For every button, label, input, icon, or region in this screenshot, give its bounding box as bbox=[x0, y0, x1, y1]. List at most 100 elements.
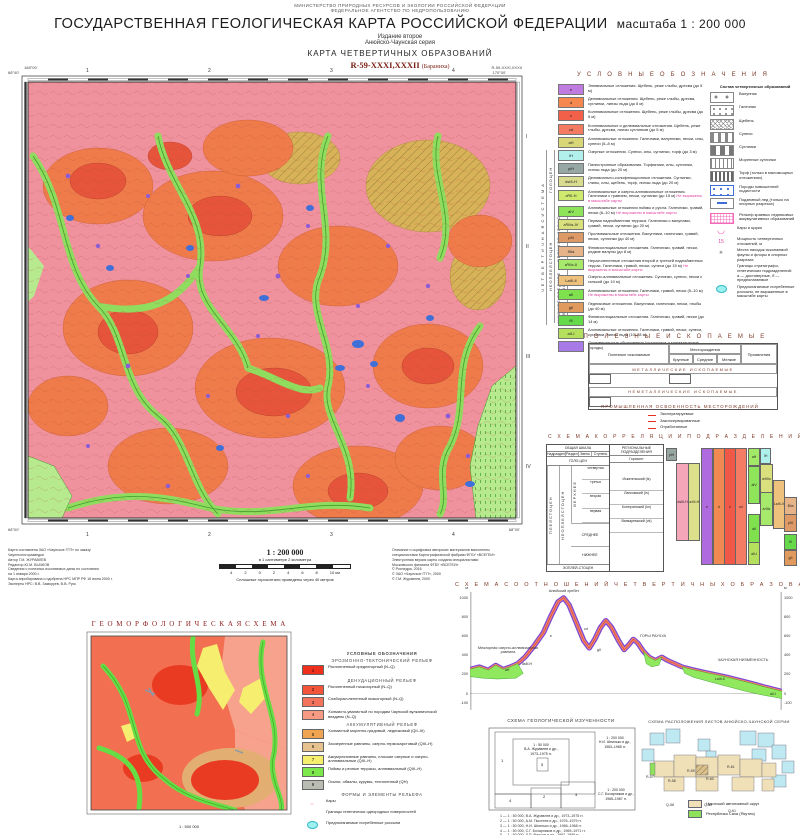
legend-entry: aIV Аллювиальные отложения поймы и русла… bbox=[558, 205, 704, 218]
map-col-3: 3 bbox=[330, 68, 333, 74]
scale-label: 2 bbox=[272, 570, 276, 576]
legend-entry: aII-I Аллювиальные отложения. Галечники,… bbox=[558, 327, 704, 340]
osvo-label: Законсервированные bbox=[660, 417, 700, 423]
composition-item: Торф (только в маломощных отложениях) bbox=[710, 170, 800, 183]
profile-tick-right: 0 bbox=[784, 692, 787, 696]
legend-symbol: ◡ Кары и цирки bbox=[710, 224, 800, 235]
main-map-block: R-59-XXXI,XXXII bbox=[8, 65, 536, 548]
scale-label: 8 bbox=[315, 570, 318, 576]
composition-item: Подземный лед (только на опорных разреза… bbox=[710, 197, 800, 209]
sheets-block: R-57 R-58 R-59 R-60 R-61 Q-58 Q-60 Q-61 bbox=[640, 727, 798, 813]
strat-system: Ч Е Т В Е Р Т И Ч Н А Я С И С Т Е М А bbox=[540, 150, 547, 325]
row-holocene: ГОЛО-ЦЕН bbox=[547, 457, 609, 466]
main-map bbox=[21, 75, 523, 525]
credit-line: Сведения о полезных ископаемых даны по с… bbox=[8, 567, 99, 572]
credit-line: Московского филиала ФГБУ «ВСЕГЕИ» bbox=[392, 562, 459, 567]
composition-item: Моренные суглинки bbox=[710, 157, 800, 170]
pattern-swatch bbox=[710, 184, 734, 196]
geomorph-section: ДЕНУДАЦИОННЫЙ РЕЛЬЕФ 2 Расчлененный низко… bbox=[302, 678, 462, 720]
izuchennost-title: СХЕМА ГЕОЛОГИЧЕСКОЙ ИЗУЧЕННОСТИ bbox=[507, 718, 615, 723]
scale-note: Сплошные горизонтали проведены через 40 … bbox=[236, 577, 334, 583]
composition-item: Валунник bbox=[710, 92, 800, 104]
legend-swatch: e bbox=[558, 84, 584, 95]
credit-line: © Роснедра, 2016 bbox=[392, 567, 422, 572]
footer-credits-right: Описание и оцифровка авторских материало… bbox=[392, 548, 538, 582]
legend-entry: dsIII-H Делювиально-солифлюкционные отло… bbox=[558, 175, 704, 188]
symbol-label: Кары и цирки bbox=[737, 224, 762, 230]
coord-tl-lat: 68°40' bbox=[8, 70, 20, 75]
map-row-II: II bbox=[526, 244, 529, 250]
profile-tick-right: 1000 bbox=[784, 596, 793, 600]
correlation-cell: d bbox=[712, 448, 725, 566]
step: первая bbox=[582, 509, 609, 523]
legend-swatch: LaIII-II bbox=[558, 275, 584, 287]
geomorph-section: АККУМУЛЯТИВНЫЙ РЕЛЬЕФ 5 Холмистый моренно… bbox=[302, 722, 462, 790]
sheet-label: R-59 bbox=[687, 769, 695, 773]
col-main: Полезные ископаемые bbox=[589, 344, 669, 364]
correlation-chart: plH dsIII-H a²III-H e d c cd aH aIV aII … bbox=[666, 446, 797, 568]
iz-ann-rt: 1 : 200 000 Н.И. Шпилько и др., 1963–1965 … bbox=[598, 736, 632, 749]
correlation-cell: dsIII-H bbox=[676, 463, 689, 541]
map-col-1: 1 bbox=[86, 68, 89, 74]
correlation-cell: lH bbox=[760, 448, 772, 464]
legend-swatch: dsIII-H bbox=[558, 176, 584, 188]
pattern-swatch bbox=[710, 171, 734, 183]
correlation-cell: a³IIIc bbox=[760, 492, 773, 527]
legend-entry: c Коллювиальные отложения. Щебень, реже … bbox=[558, 110, 704, 122]
map-col-1b: 1 bbox=[86, 532, 89, 538]
credit-line: Электронная версия карты создана специал… bbox=[392, 557, 479, 562]
geomorph-scale: 1 : 500 000 bbox=[178, 824, 200, 829]
legend-title: У С Л О В Н Ы Е О Б О З Н А Ч Е Н И Я bbox=[576, 72, 769, 78]
profile-label: ЧАУНСКАЯ НИЗМЕННОСТЬ bbox=[717, 658, 769, 662]
iz-ann-rb: 1 : 200 000 С.Г. Бочарников и др., 1965–19… bbox=[598, 788, 634, 801]
osvo-list: Эксплуатируемые Законсервированные Отраб… bbox=[648, 411, 700, 431]
credit-line: © Г.М. Журавлев, 2000 bbox=[392, 577, 430, 582]
legend-symbol: Границы стратиграфо-генетических подразд… bbox=[710, 264, 800, 282]
correlation-title: С Х Е М А К О Р Р Е Л Я Ц И И П О Д Р А … bbox=[548, 434, 800, 440]
minerals-title: П О Л Е З Н Ы Е И С К О П А Е М Ы Е bbox=[583, 334, 767, 340]
form-glyph: ◡ bbox=[302, 799, 322, 808]
geomorph-item: 3 Слаборасчлененный низкогорный (N–Q) bbox=[302, 696, 462, 708]
correlation-cell: e bbox=[701, 448, 713, 566]
map-col-4: 4 bbox=[452, 68, 455, 74]
geomorph-item: 6 Заозеренные равнины, озерно-термокарсто… bbox=[302, 741, 462, 752]
correlation-cell: gII bbox=[784, 549, 797, 567]
sheets-svg bbox=[641, 728, 795, 792]
profile-label: Межгорная озерно-аллювиальная равнина bbox=[477, 646, 539, 655]
upper-link: ВЕРХНЕЕ bbox=[571, 466, 582, 523]
profile-tick-right: 200 bbox=[784, 672, 791, 676]
symbol-glyph: 15 bbox=[710, 237, 732, 247]
regional-title: РЕГИОНАЛЬНЫЕ ПОДРАЗДЕЛЕНИЯ bbox=[610, 445, 663, 456]
legend-entry: fIIIa Флювиогляциальные отложения. Галеч… bbox=[558, 245, 704, 257]
scale-label: 6 bbox=[301, 570, 304, 576]
legend-swatch: aH bbox=[558, 136, 584, 148]
sheets-legend: Чукотский автономный округ Республика Са… bbox=[688, 800, 759, 820]
step: вторая bbox=[582, 494, 609, 509]
map-col-3b: 3 bbox=[330, 532, 333, 538]
legend-swatch: a³IIIis-IV bbox=[558, 219, 584, 231]
credit-line: Карта составлена ЗАО «Чаунское ГГП» по з… bbox=[8, 548, 91, 552]
series: Анюйско-Чаунская серия bbox=[364, 40, 436, 46]
page-title: ГОСУДАРСТВЕННАЯ ГЕОЛОГИЧЕСКАЯ КАРТА РОСС… bbox=[54, 16, 746, 32]
horizon: Ланковский (ln) bbox=[610, 491, 663, 505]
legend-swatch: fIIIa bbox=[558, 245, 584, 257]
legend-swatch: fII bbox=[558, 314, 584, 326]
composition-label: Моренные суглинки bbox=[739, 157, 776, 163]
correlation-cell: fIIIa bbox=[784, 497, 797, 516]
symbol-label: Мощность четвертичных отложений, м bbox=[737, 236, 784, 246]
sheet-label: R-61 bbox=[727, 765, 735, 769]
legend-symbol: 15 Мощность четвертичных отложений, м bbox=[710, 236, 800, 247]
footer-credits-left: Карта составлена ЗАО «Чаунское ГГП» по з… bbox=[8, 548, 176, 587]
legend-swatch: lH bbox=[558, 149, 584, 161]
legend-entry: a³IIIis-IV Первая надпойменная терраса. … bbox=[558, 218, 704, 231]
sheet-label: Q-58 bbox=[666, 803, 674, 807]
scale-sub: в 1 сантиметре 2 километра bbox=[258, 557, 312, 562]
sheet-label: Q-61 bbox=[728, 809, 736, 813]
horizon: Ванкаремский (vk) bbox=[610, 519, 663, 533]
scale-title: 1 : 200 000 bbox=[266, 548, 304, 557]
geomorph-item: 4 Холмисто-увалистый по породам Чаунской … bbox=[302, 709, 462, 720]
profile-svg bbox=[469, 592, 783, 710]
coord-tl-lon: 168°00' bbox=[24, 65, 38, 70]
composition-label: Торф (только в маломощных отложениях) bbox=[739, 170, 793, 180]
correlation-table: ОБЩАЯ ШКАЛА Надраздел Раздел Звено Ступе… bbox=[546, 444, 664, 572]
